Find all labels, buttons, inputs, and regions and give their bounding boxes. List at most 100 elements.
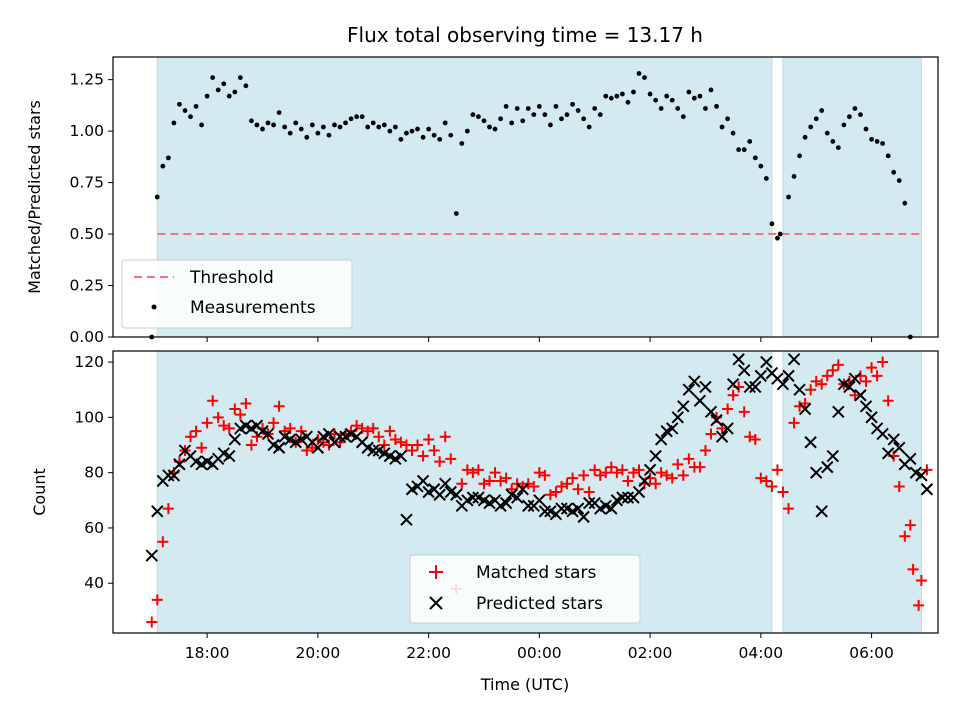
matched-star-point bbox=[157, 536, 169, 548]
matched-star-point bbox=[495, 475, 507, 487]
predicted-star-point bbox=[516, 483, 529, 496]
matched-star-point bbox=[406, 445, 418, 457]
legend-measurements-swatch bbox=[151, 304, 157, 310]
predicted-star-point bbox=[643, 463, 657, 477]
matched-star-point bbox=[699, 445, 711, 457]
measurement-point bbox=[520, 118, 526, 124]
predicted-star-point bbox=[671, 411, 684, 424]
matched-star-point bbox=[212, 411, 224, 423]
matched-star-point bbox=[605, 461, 617, 473]
predicted-star-point bbox=[677, 400, 690, 413]
matched-star-point bbox=[417, 450, 429, 462]
measurement-point bbox=[249, 118, 254, 124]
matched-star-point bbox=[218, 420, 230, 432]
matched-star-point bbox=[810, 375, 822, 387]
predicted-star-point bbox=[649, 449, 662, 463]
matched-star-point bbox=[760, 475, 772, 487]
top-y-tick-label: 0.00 bbox=[69, 328, 104, 346]
matched-star-point bbox=[694, 461, 706, 473]
measurement-point bbox=[332, 122, 337, 128]
bottom-y-tick-label: 60 bbox=[84, 519, 104, 537]
predicted-star-point bbox=[272, 441, 286, 454]
measurement-point bbox=[365, 124, 371, 130]
matched-star-point bbox=[423, 433, 435, 445]
predicted-star-point bbox=[538, 505, 552, 518]
measurement-point bbox=[691, 95, 697, 101]
measurement-point bbox=[542, 112, 548, 118]
predicted-star-point bbox=[893, 441, 906, 454]
measurement-point bbox=[777, 231, 783, 237]
predicted-star-point bbox=[699, 380, 712, 394]
predicted-star-point bbox=[416, 474, 430, 488]
predicted-star-point bbox=[688, 375, 701, 388]
predicted-star-point bbox=[726, 377, 740, 391]
measurement-point bbox=[708, 87, 714, 93]
matched-star-point bbox=[583, 486, 595, 498]
measurement-point bbox=[354, 114, 360, 120]
predicted-star-point bbox=[715, 430, 729, 443]
legend-predicted-label: Predicted stars bbox=[476, 594, 603, 614]
legend-matched-swatch bbox=[429, 565, 443, 579]
predicted-star-point bbox=[654, 433, 668, 446]
matched-star-point bbox=[727, 389, 739, 401]
measurement-point bbox=[869, 136, 874, 142]
matched-star-point bbox=[783, 503, 795, 515]
predicted-star-point bbox=[632, 485, 646, 499]
matched-star-point bbox=[749, 433, 761, 445]
matched-star-point bbox=[666, 472, 678, 484]
matched-star-point bbox=[522, 478, 534, 490]
predicted-star-point bbox=[876, 427, 889, 441]
measurement-point bbox=[265, 120, 271, 126]
measurement-point bbox=[680, 114, 686, 120]
matched-star-point bbox=[755, 472, 767, 484]
predicted-star-point bbox=[721, 422, 734, 435]
measurement-point bbox=[453, 211, 459, 216]
matched-star-point bbox=[295, 425, 307, 437]
matched-star-point bbox=[561, 478, 573, 490]
predicted-star-point bbox=[743, 380, 756, 394]
bottom-y-tick-label: 80 bbox=[84, 464, 104, 482]
measurement-point bbox=[487, 124, 492, 130]
measurement-point bbox=[160, 163, 166, 169]
matched-star-point bbox=[500, 472, 512, 484]
predicted-star-point bbox=[710, 413, 723, 427]
matched-star-point bbox=[738, 406, 750, 418]
measurement-point bbox=[686, 89, 692, 95]
measurement-point bbox=[304, 134, 310, 140]
predicted-star-point bbox=[162, 469, 175, 482]
predicted-star-point bbox=[167, 469, 181, 482]
predicted-star-point bbox=[920, 483, 934, 496]
measurement-point bbox=[597, 112, 603, 118]
matched-star-point bbox=[240, 398, 252, 410]
matched-star-point bbox=[832, 359, 844, 371]
x-tick-label: 00:00 bbox=[517, 644, 562, 662]
predicted-star-point bbox=[865, 411, 878, 424]
matched-star-point bbox=[162, 503, 174, 515]
measurement-point bbox=[260, 126, 265, 132]
matched-star-point bbox=[544, 489, 556, 501]
measurement-point bbox=[204, 93, 210, 99]
measurement-point bbox=[636, 71, 642, 76]
matched-star-point bbox=[484, 475, 496, 487]
measurement-point bbox=[359, 114, 365, 120]
measurement-point bbox=[503, 104, 509, 109]
measurement-point bbox=[741, 147, 747, 153]
predicted-star-point bbox=[322, 427, 336, 441]
measurement-point bbox=[769, 221, 775, 227]
measurement-point bbox=[736, 147, 742, 153]
measurement-point bbox=[891, 169, 897, 175]
measurement-point bbox=[786, 194, 791, 200]
measurement-point bbox=[703, 106, 708, 111]
measurement-point bbox=[763, 176, 769, 181]
matched-star-point bbox=[306, 442, 318, 454]
measurement-point bbox=[802, 134, 808, 140]
matched-star-point bbox=[915, 574, 927, 586]
measurement-point bbox=[619, 91, 625, 97]
matched-star-point bbox=[196, 442, 208, 454]
predicted-star-point bbox=[510, 491, 524, 504]
measurement-point bbox=[448, 132, 454, 138]
measurement-point bbox=[525, 106, 531, 111]
measurement-point bbox=[714, 104, 719, 109]
matched-star-point bbox=[821, 370, 833, 382]
measurement-point bbox=[603, 93, 609, 99]
